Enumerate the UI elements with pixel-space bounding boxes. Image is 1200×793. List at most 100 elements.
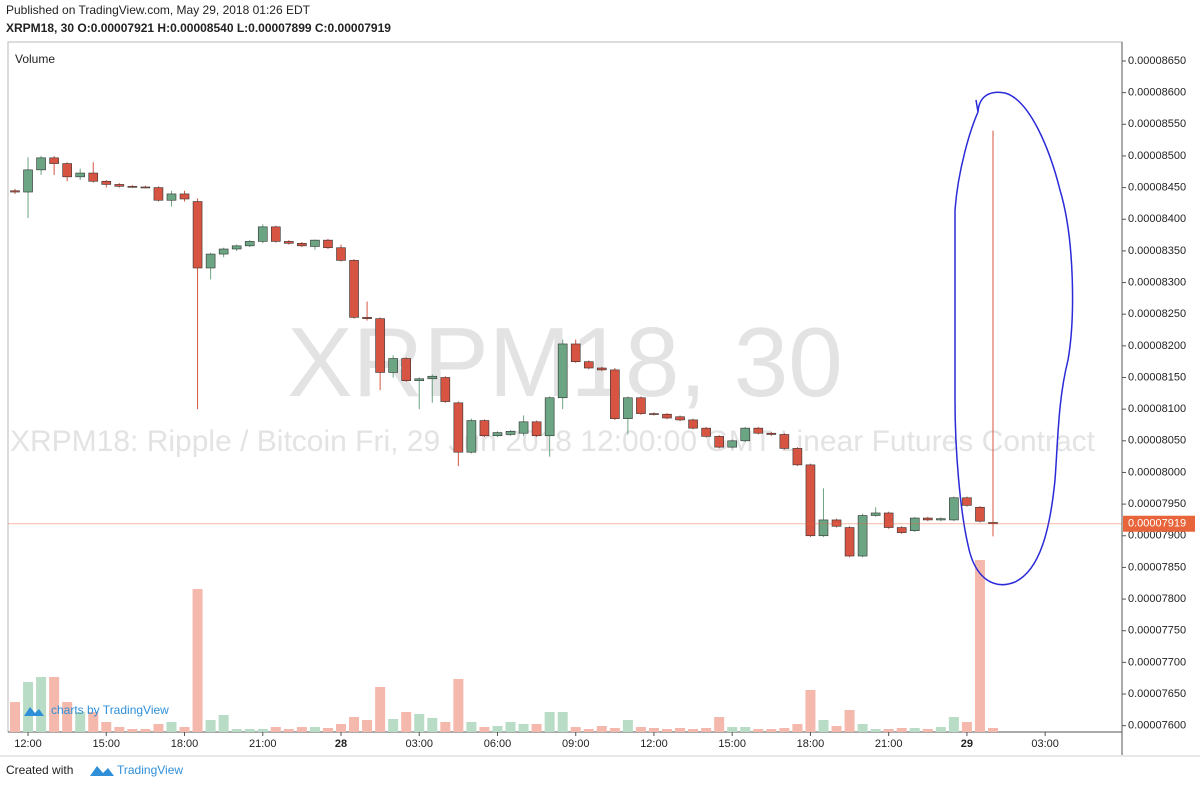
candle-body (701, 427, 711, 437)
candle-body (570, 343, 581, 362)
volume-bar (127, 729, 138, 732)
candle-body (623, 397, 633, 419)
candle-body (270, 226, 281, 242)
volume-bar (766, 729, 777, 732)
published-line: Published on TradingView.com, May 29, 20… (6, 3, 311, 17)
y-tick-label: 0.00008650 (1128, 55, 1186, 67)
volume-bar (648, 728, 659, 732)
footer-logo (90, 766, 114, 776)
y-tick-label: 0.00007750 (1128, 625, 1186, 637)
x-tick-label: 12:00 (14, 738, 42, 750)
y-tick-label: 0.00007600 (1128, 720, 1186, 732)
volume-label: Volume (15, 52, 55, 66)
candle-body (857, 515, 868, 557)
y-tick-label: 0.00008350 (1128, 245, 1186, 257)
candle-body (883, 512, 894, 528)
y-tick-label: 0.00007950 (1128, 498, 1186, 510)
candle-body (792, 448, 803, 466)
x-tick-label: 03:00 (1031, 738, 1059, 750)
volume-bar (870, 729, 881, 732)
volume-bar (179, 727, 190, 732)
volume-bar (883, 729, 894, 732)
volume-bar (635, 727, 646, 732)
y-tick-label: 0.00008050 (1128, 435, 1186, 447)
volume-bar (231, 729, 242, 732)
candle-body (922, 517, 933, 521)
candle-body (636, 397, 646, 414)
candle-body (62, 163, 72, 178)
candle-body (753, 427, 764, 434)
y-tick-label: 0.00007700 (1128, 656, 1186, 668)
volume-bar (740, 727, 751, 732)
candle-body (453, 402, 464, 453)
candle-body (688, 419, 698, 429)
candle-body (401, 358, 412, 381)
candle-body (205, 253, 216, 269)
volume-bar (140, 729, 151, 732)
volume-bar (988, 728, 998, 732)
volume-bar (322, 728, 333, 732)
x-tick-label: 29 (961, 738, 973, 750)
y-tick-label: 0.00008550 (1128, 118, 1186, 130)
volume-bar (974, 560, 985, 732)
candle-body (440, 377, 451, 402)
candle-body (596, 367, 607, 371)
candle-body (531, 421, 542, 437)
volume-bar (792, 724, 803, 732)
volume-bar (205, 720, 216, 732)
candle-body (844, 527, 855, 557)
volume-bar (714, 717, 725, 732)
hand-drawn-annotation (954, 91, 1074, 586)
candle-body (310, 239, 320, 247)
candle-body (166, 193, 177, 201)
volume-bar (779, 728, 790, 732)
candle-body (870, 512, 881, 516)
candle-body (244, 241, 255, 247)
last-price-box (1123, 515, 1195, 532)
candle-body (153, 187, 164, 201)
branding: charts by TradingView (24, 703, 169, 717)
candle-body (114, 184, 125, 187)
volume-bar (401, 712, 412, 732)
volume-bar (961, 722, 972, 732)
volume-bar (622, 720, 633, 732)
volume-bar (166, 722, 177, 732)
volume-bar (935, 727, 946, 732)
volume-bar (336, 724, 346, 732)
candle-body (10, 190, 20, 193)
volume-bar (596, 726, 607, 732)
y-tick-label: 0.00008600 (1128, 87, 1186, 99)
volume-bar (531, 724, 542, 732)
volume-bar (922, 729, 933, 732)
candle-body (675, 416, 685, 421)
candle-body (936, 518, 946, 521)
y-tick-label: 0.00007650 (1128, 688, 1186, 700)
volume-bar (831, 726, 842, 732)
candle-body (557, 343, 568, 399)
candle-body (323, 239, 333, 249)
volume-bar (909, 728, 920, 732)
candle-body (649, 413, 659, 415)
volume-bar (88, 712, 99, 732)
candle-body (779, 434, 790, 449)
y-tick-label: 0.00007850 (1128, 561, 1186, 573)
volume-bar (62, 702, 73, 732)
volume-bar (896, 728, 907, 732)
x-tick-label: 09:00 (562, 738, 590, 750)
volume-bar (10, 702, 20, 732)
volume-bar (23, 682, 34, 732)
candle-body (231, 245, 242, 250)
candle-body (896, 527, 907, 533)
candle-body (192, 201, 203, 269)
candle-body (988, 522, 998, 525)
footer-prefix: Created with (6, 763, 73, 777)
candle-body (662, 413, 672, 419)
candle-body (975, 506, 985, 522)
candle-body (610, 369, 620, 419)
y-tick-label: 0.00008200 (1128, 340, 1186, 352)
footer-brand[interactable]: TradingView (117, 763, 183, 777)
candle-body (349, 260, 359, 318)
branding-text: charts by TradingView (51, 703, 169, 717)
x-tick-label: 03:00 (405, 738, 433, 750)
candle-body (544, 397, 555, 437)
